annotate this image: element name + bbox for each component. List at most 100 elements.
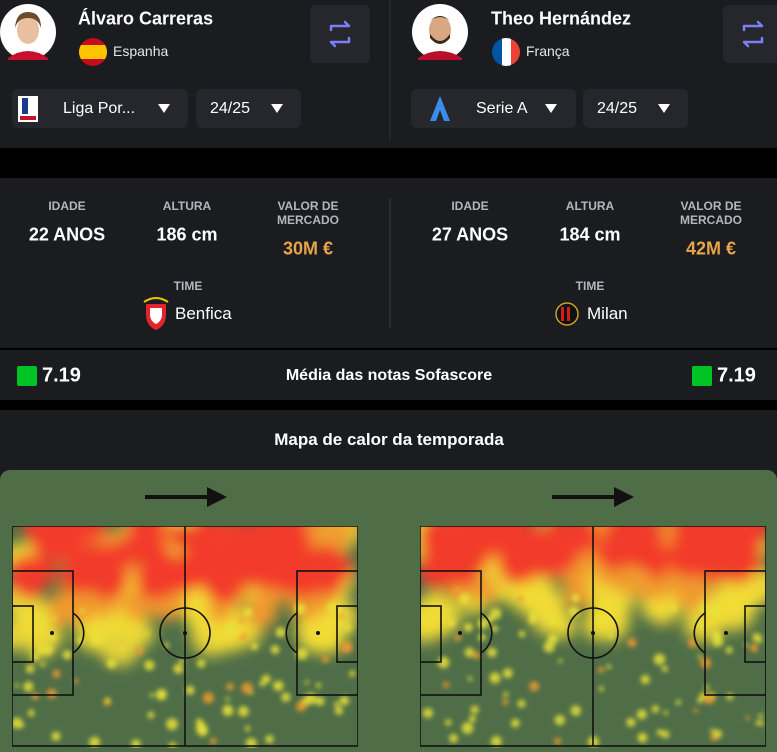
heat-blob — [336, 605, 358, 663]
heat-blob — [543, 641, 555, 653]
heat-blob — [135, 560, 176, 601]
swap-button[interactable] — [310, 5, 370, 63]
heat-blob — [50, 631, 54, 635]
heat-blob — [663, 710, 668, 715]
heat-blob — [315, 696, 325, 706]
season-dropdown[interactable] — [583, 89, 688, 128]
heat-blob — [444, 719, 452, 726]
heat-blob — [582, 610, 612, 640]
heat-blob — [159, 607, 211, 659]
heat-blob — [52, 669, 61, 678]
season-dropdown[interactable] — [196, 89, 301, 128]
heat-blob — [626, 573, 650, 597]
heat-blob — [238, 706, 249, 717]
heat-blob — [104, 697, 111, 704]
heat-blob — [656, 729, 664, 736]
heat-blob — [752, 632, 762, 643]
heat-blob — [500, 540, 527, 567]
heat-blob — [442, 681, 450, 688]
height: 184 cm — [559, 224, 621, 245]
heat-blob — [489, 607, 502, 620]
heat-blob — [226, 682, 234, 691]
heat-blob — [608, 633, 615, 640]
flag-france — [492, 38, 520, 66]
player-name: Álvaro Carreras — [78, 8, 214, 29]
heat-blob — [237, 617, 244, 624]
heat-blob — [470, 705, 479, 714]
player-name: Theo Hernández — [491, 8, 632, 29]
avatar — [412, 4, 468, 60]
stat-label: VALOR DE MERCADO — [680, 199, 742, 227]
heat-blob — [461, 722, 474, 734]
heat-blob — [185, 685, 195, 695]
heat-blob — [661, 730, 670, 739]
heat-blob — [309, 616, 348, 655]
heat-blob — [31, 692, 39, 700]
heat-blob — [529, 681, 540, 692]
heat-blob — [195, 722, 208, 734]
heat-blob — [315, 682, 322, 689]
league-name: Serie A — [476, 99, 528, 117]
market-value: 30M € — [282, 238, 334, 259]
league-dropdown[interactable] — [12, 89, 188, 128]
heat-blob — [166, 718, 178, 731]
heat-blob — [27, 709, 35, 717]
stats-panel — [0, 178, 777, 348]
heat-blob — [25, 664, 35, 674]
heat-blob — [517, 699, 526, 708]
heat-blob — [420, 605, 442, 663]
heat-blob — [291, 552, 318, 580]
league-dropdown[interactable] — [411, 89, 576, 128]
rating: 7.19 — [42, 364, 81, 387]
heat-blob — [52, 616, 57, 621]
heat-blob — [420, 548, 459, 590]
heat-blob — [196, 659, 206, 668]
heat-blob — [92, 626, 100, 633]
heat-blob — [326, 526, 354, 547]
heat-blob — [571, 593, 580, 603]
heat-blob — [88, 736, 101, 748]
height: 186 cm — [156, 224, 218, 245]
heat-blob — [36, 644, 46, 654]
heat-blob — [250, 642, 259, 651]
heat-blob — [464, 647, 475, 658]
stat-label: ALTURA — [565, 199, 615, 214]
heat-blob — [285, 612, 298, 654]
heat-blob — [49, 526, 83, 552]
heat-blob — [749, 643, 759, 653]
heat-blob — [626, 717, 636, 728]
heat-blob — [223, 705, 229, 712]
heat-blob — [487, 647, 497, 658]
season: 24/25 — [210, 99, 251, 117]
rating-label: Média das notas Sofascore — [285, 366, 493, 384]
heat-blob — [502, 699, 509, 706]
heat-blob — [710, 728, 716, 734]
heat-blob — [73, 543, 109, 579]
heat-blob — [304, 680, 309, 685]
heat-blob — [715, 587, 740, 612]
heat-blob — [79, 607, 85, 614]
avatar — [0, 4, 56, 60]
heat-blob — [606, 526, 644, 549]
heat-blob — [594, 615, 605, 625]
heat-blob — [759, 721, 765, 726]
heat-blob — [598, 686, 604, 692]
heat-blob — [222, 704, 234, 717]
heat-blob — [554, 714, 566, 726]
heat-blob — [503, 691, 509, 698]
pitch-lines — [12, 526, 358, 747]
heat-blob — [649, 599, 676, 626]
heat-blob — [591, 631, 595, 635]
heat-blob — [463, 622, 474, 632]
heat-blob — [51, 731, 61, 741]
heat-blob — [72, 612, 85, 654]
heat-blob — [703, 693, 715, 705]
pitch-lines — [420, 526, 766, 747]
heatmap — [420, 526, 766, 748]
heat-blob — [147, 711, 155, 719]
heat-blob — [119, 644, 125, 650]
heat-blob — [343, 623, 352, 632]
swap-button[interactable] — [723, 5, 777, 63]
heat-blob — [327, 601, 339, 614]
